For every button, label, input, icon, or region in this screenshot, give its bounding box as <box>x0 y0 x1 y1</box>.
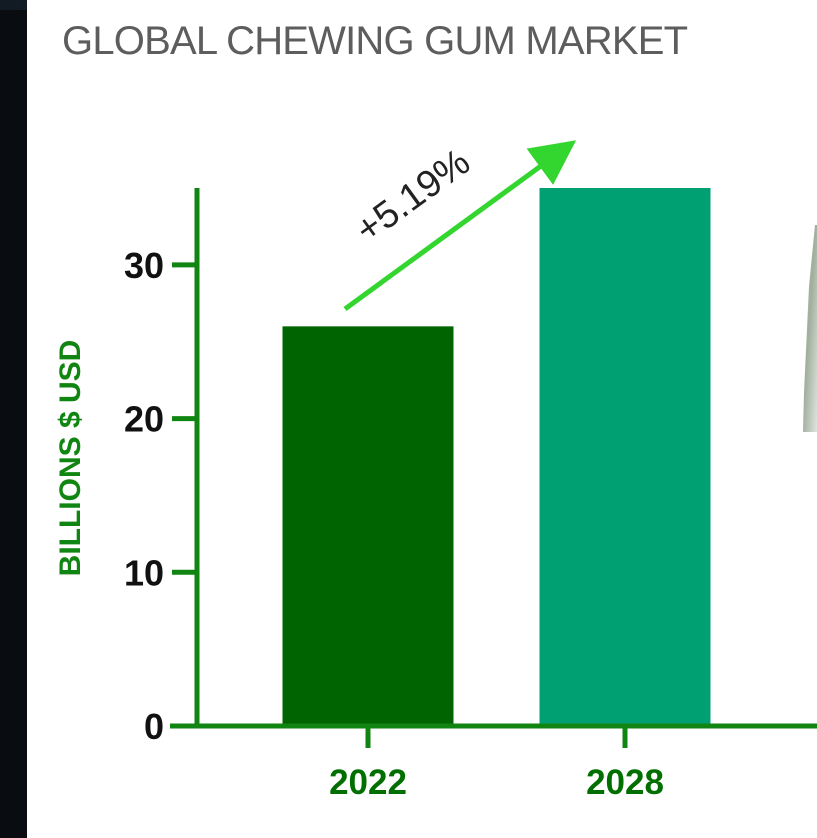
y-axis-label: BILLIONS $ USD <box>54 340 87 577</box>
y-tick-label-10: 10 <box>124 552 164 593</box>
x-tick-label-2022: 2022 <box>329 763 407 802</box>
bar-2022 <box>282 326 454 726</box>
bar-2028 <box>539 188 711 726</box>
dark-left-edge <box>0 0 27 838</box>
chart-title: GLOBAL CHEWING GUM MARKET <box>62 19 688 63</box>
x-tick-label-2028: 2028 <box>586 763 664 802</box>
y-tick-label-0: 0 <box>144 706 164 747</box>
bars-group <box>282 188 711 726</box>
product-image-fragment <box>803 225 817 432</box>
y-ticks-group: 0 10 20 30 <box>124 245 197 747</box>
y-tick-label-30: 30 <box>124 245 164 286</box>
y-tick-label-20: 20 <box>124 399 164 440</box>
growth-annotation: +5.19% <box>348 141 478 251</box>
x-ticks-group: 2022 2028 <box>329 726 664 802</box>
growth-arrow <box>343 140 577 312</box>
